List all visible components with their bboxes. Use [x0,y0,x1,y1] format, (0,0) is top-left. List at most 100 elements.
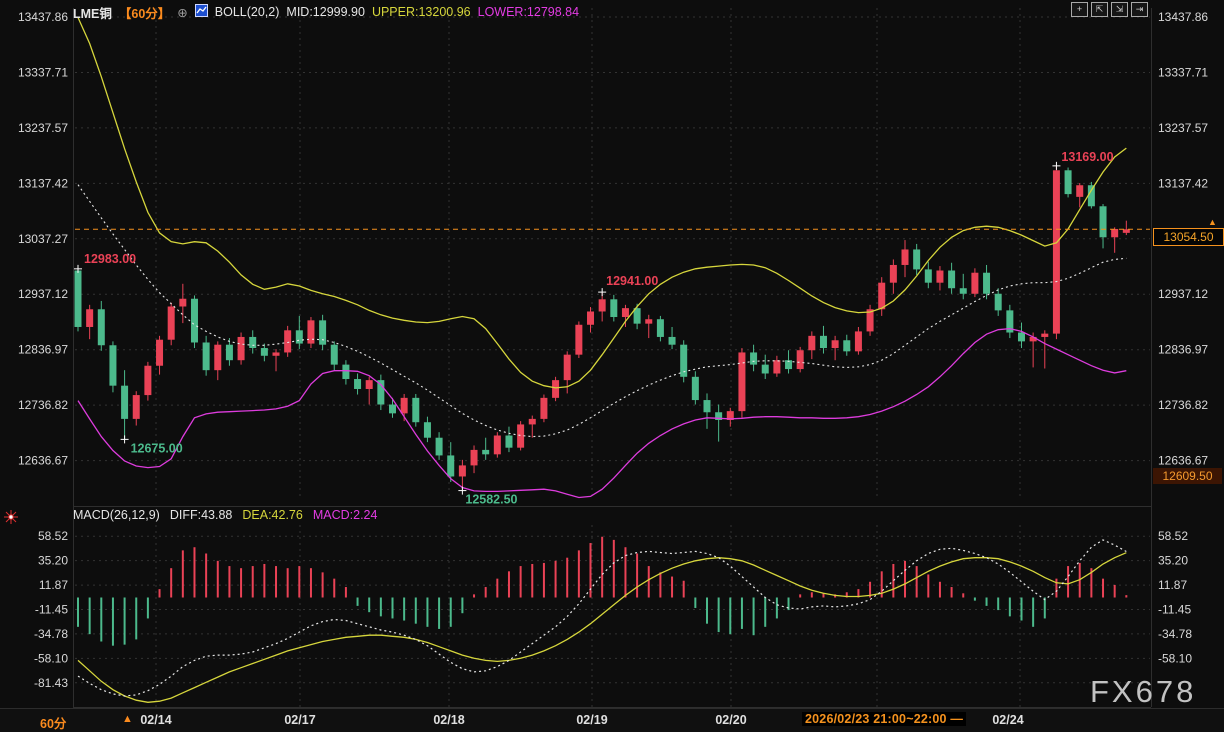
candle-body [668,336,676,345]
price-annotation: 12941.00 [606,274,658,288]
y-axis-label: 35.20 [38,554,68,568]
y-axis-label: -81.43 [34,676,68,690]
period-tag[interactable]: 【60分】 [118,6,171,21]
candle-body [319,320,327,345]
dea-line [77,552,1127,703]
x-axis-label: 02/20 [715,713,747,727]
current-bar-time-label: 2026/02/23 21:00~22:00 — [802,712,967,726]
period-dropdown-arrow-icon[interactable]: ▲ [122,713,133,725]
boll-upper-line [77,17,1127,389]
candle-body [924,269,932,283]
price-up-arrow-icon: ▲ [1208,217,1217,227]
candle-body [179,298,187,307]
candle-body [447,455,455,477]
y-axis-label: 13237.57 [1158,121,1208,135]
y-axis-label: 58.52 [38,529,68,543]
candle-body [948,270,956,289]
candle-body [86,309,94,327]
candle-body [388,404,396,414]
candle-body [237,336,245,361]
candle-body [983,272,991,294]
candle-body [342,364,350,380]
candle-body [144,365,152,396]
candle-body [750,352,758,365]
candle-body [889,264,897,283]
candle-body [121,385,129,419]
candle-body [680,344,688,377]
price-annotation: 13169.00 [1061,150,1113,164]
candle-body [738,352,746,412]
low-price-badge: 12609.50 [1153,468,1222,484]
y-axis-label: 35.20 [1158,554,1188,568]
symbol-name: LME铜 [73,6,112,21]
candle-body [796,350,804,370]
candle-body [400,397,408,414]
y-axis-label: 13337.71 [1158,65,1208,79]
candle-body [901,249,909,265]
candle-body [295,330,303,344]
candle-body [773,360,781,374]
candle-body [249,336,257,349]
macd-indicator-label[interactable]: MACD(26,12,9) [73,508,160,522]
scale-right-tool-icon[interactable]: ⇲ [1111,2,1128,17]
candle-body [540,397,548,419]
candle-body [610,299,618,318]
candle-body [470,449,478,466]
candle-body [214,344,222,371]
candle-body [1052,170,1060,334]
candle-body [272,352,280,356]
kline-chart-icon[interactable] [194,4,208,20]
macd-lines [77,539,1127,703]
macd-dea-value: DEA:42.76 [242,508,303,522]
candle-body [156,339,164,366]
chart-toolbar: + ⇱ ⇲ ⇥ [1071,2,1148,17]
candle-body [575,324,583,355]
candle-body [482,449,490,455]
y-axis-label: 12736.82 [1158,398,1208,412]
axis-labels: 13437.86 13437.86 13337.71 13337.71 13237.57… [18,10,1208,690]
y-axis-label: -11.45 [35,602,68,616]
add-indicator-icon[interactable]: ⊕ [177,5,188,20]
boll-lower-value: LOWER:12798.84 [477,5,580,19]
candle-body [552,380,560,398]
period-selector[interactable]: 60分 [40,717,67,731]
candle-body [878,282,886,310]
candle-body [202,342,210,371]
candle-body [74,270,82,327]
candle-body [423,422,431,438]
pan-tool-icon[interactable]: ⇥ [1131,2,1148,17]
candle-body [132,395,140,419]
y-axis-label: 12736.82 [18,398,68,412]
candle-body [1017,332,1025,342]
boll-indicator-label[interactable]: BOLL(20,2) [214,5,280,19]
y-axis-label: 58.52 [1158,529,1188,543]
y-axis-label: 12636.67 [1158,454,1208,468]
crosshair-tool-icon[interactable]: + [1071,2,1088,17]
candle-body [703,400,711,413]
y-axis-label: 11.87 [1158,578,1187,592]
candle-body [1087,185,1095,207]
candle-body [435,437,443,456]
candle-body [109,345,117,386]
y-axis-label: 12836.97 [18,343,68,357]
candle-body [854,331,862,352]
y-axis-label: -58.10 [34,651,68,665]
scale-left-tool-icon[interactable]: ⇱ [1091,2,1108,17]
x-axis-label: 02/14 [140,713,172,727]
candle-body [1041,333,1049,337]
candle-body [971,272,979,294]
candle-body [167,306,175,340]
candle-body [517,424,525,448]
candle-body [866,309,874,332]
macd-histogram [77,536,1128,646]
indicator-header: LME铜 【60分】 ⊕ BOLL(20,2) MID:12999.90 UPP… [73,2,586,22]
candle-body [715,412,723,420]
fx678-watermark: FX678 [1090,674,1197,709]
price-annotation: 12675.00 [131,441,183,455]
candle-body [645,319,653,324]
candle-body [1029,336,1037,342]
y-axis-label: -34.78 [1158,627,1192,641]
y-axis-label: -11.45 [1158,602,1191,616]
candle-body [528,418,536,425]
